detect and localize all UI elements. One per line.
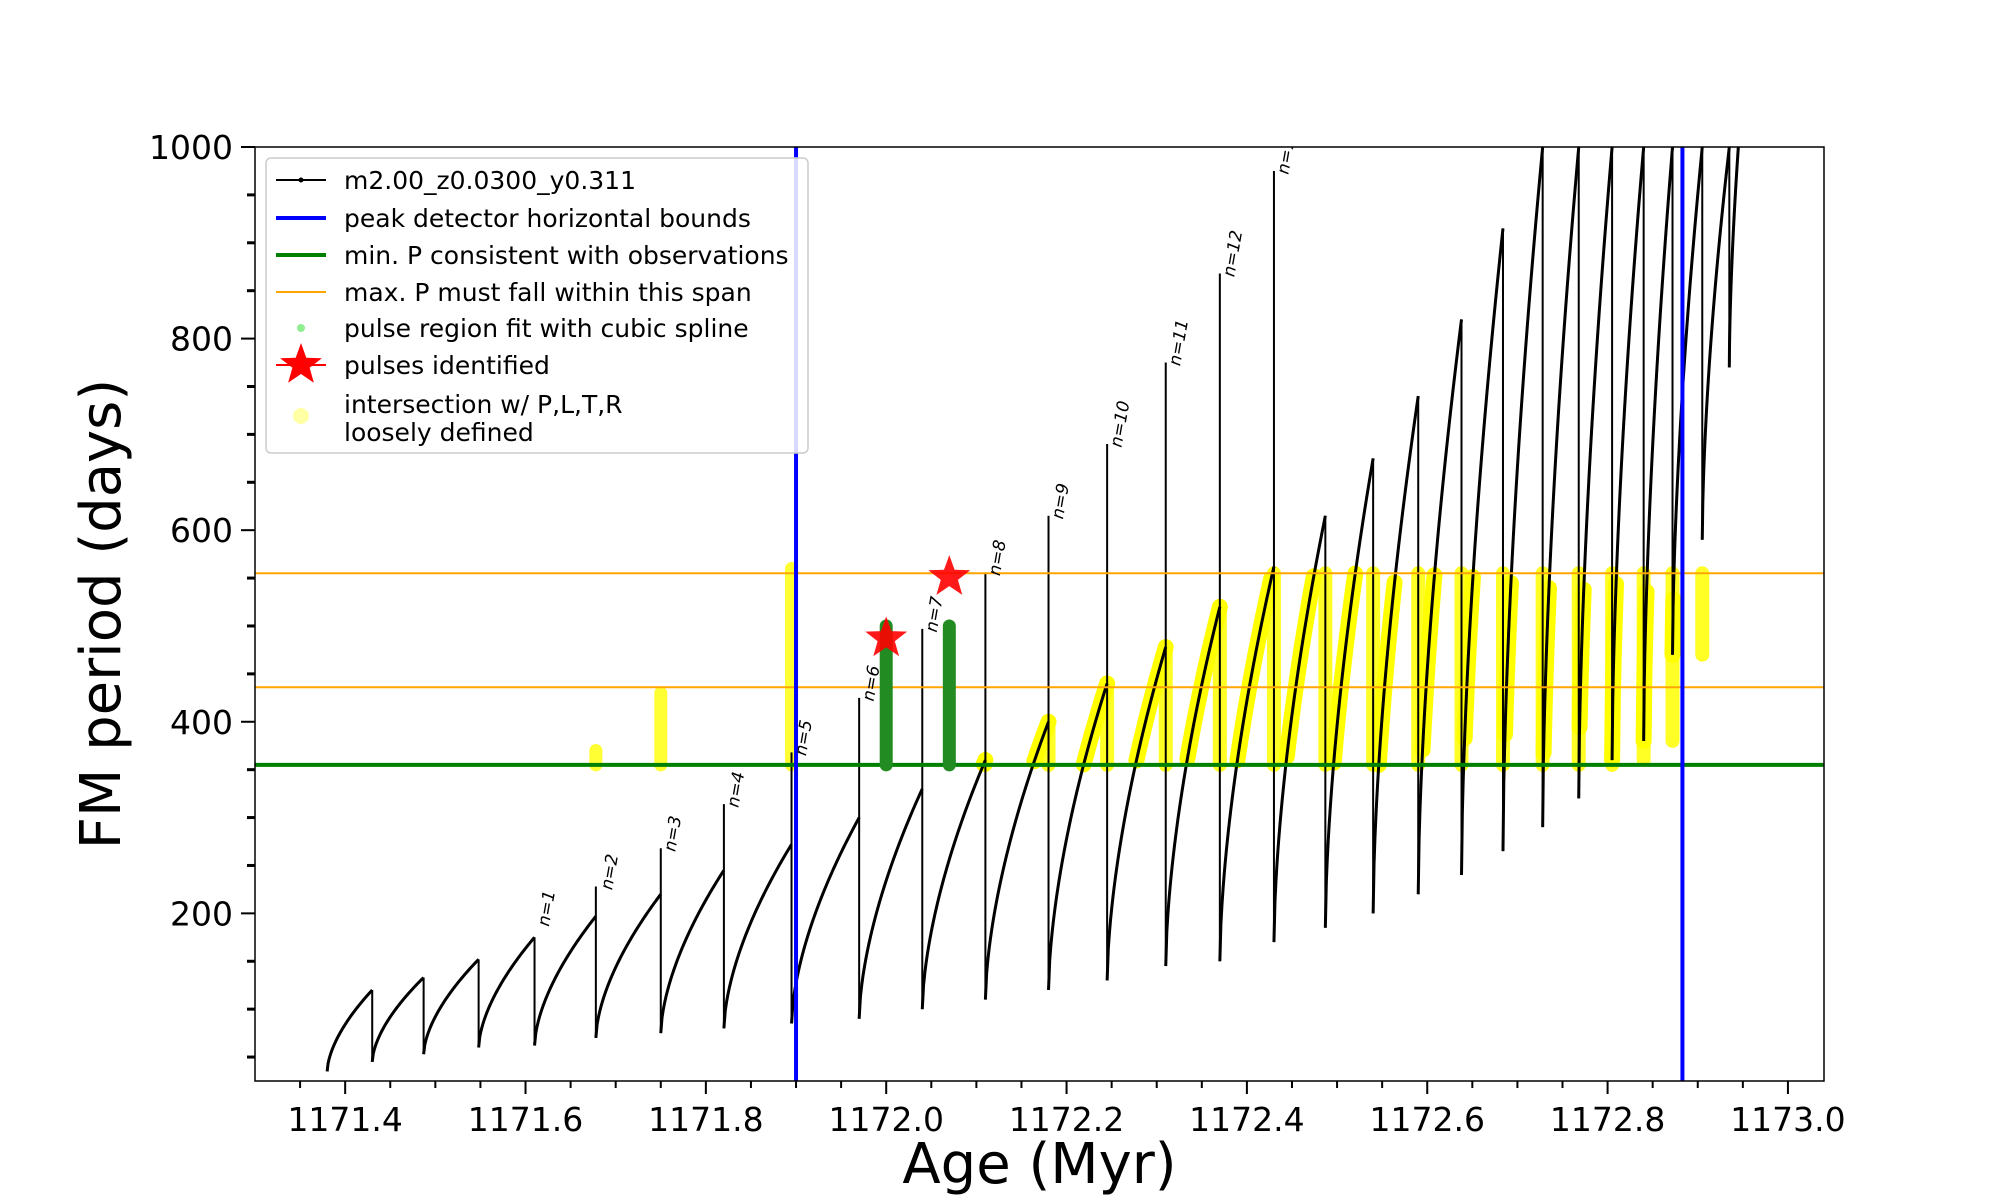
y-tick-label: 400: [170, 703, 233, 742]
pulse-curve-11: [920, 759, 987, 1010]
legend-label: intersection w/ P,L,T,R loosely defined: [344, 390, 623, 447]
y-tick-label: 1000: [149, 128, 233, 167]
pulse-number-label: n=1: [534, 889, 560, 928]
legend-label-line: min. P consistent with observations: [344, 241, 789, 270]
pulses-identified-layer: [865, 555, 971, 657]
pulse-curve-13: [1047, 682, 1109, 991]
pulse-curve-17: [1272, 515, 1327, 943]
pulse-curve-2: [370, 976, 425, 1063]
pulse-curve-7: [659, 869, 726, 1034]
x-tick-label: 1172.0: [828, 1100, 943, 1139]
pulse-number-label: n=9: [1048, 482, 1074, 521]
x-tick-label: 1172.8: [1550, 1100, 1665, 1139]
legend-label-line: pulses identified: [344, 351, 550, 380]
x-tick-label: 1172.4: [1189, 1100, 1304, 1139]
legend-label: peak detector horizontal bounds: [344, 204, 751, 233]
legend-label: pulse region fit with cubic spline: [344, 314, 749, 343]
spline-fit-layer: [879, 619, 956, 772]
pulse-curve-1: [325, 988, 374, 1072]
x-tick-label: 1172.2: [1009, 1100, 1124, 1139]
pulse-curve-24: [1577, 147, 1614, 799]
pulse-curve-29: [1727, 147, 1740, 368]
pulse-curve-3: [422, 958, 480, 1055]
pulse-identified-star: [865, 616, 908, 657]
pulse-identified-star: [928, 555, 971, 595]
legend-box: [265, 157, 809, 454]
pulse-number-label: n=8: [985, 538, 1011, 577]
pulse-curve-19: [1371, 395, 1420, 914]
x-tick-label: 1171.8: [648, 1100, 763, 1139]
pulse-number-label: n=10: [1107, 399, 1135, 448]
legend-label-line: m2.00_z0.0300_y0.311: [344, 166, 636, 195]
y-tick-label: 800: [170, 320, 233, 359]
legend-handle-star: [280, 343, 322, 383]
pulse-curve-28: [1700, 147, 1731, 540]
pulse-number-label: n=2: [597, 853, 623, 892]
y-axis: 200 400 600 800 1000: [149, 128, 255, 1059]
pulse-curve-9: [790, 816, 861, 1024]
y-tick-label: 200: [170, 894, 233, 933]
pulse-curve-16: [1218, 566, 1276, 962]
pulse-curve-20: [1416, 319, 1463, 895]
legend-label-line: peak detector horizontal bounds: [344, 204, 751, 233]
legend-label-line: pulse region fit with cubic spline: [344, 314, 749, 343]
legend-handle-marker: [298, 177, 304, 183]
pulse-curve-15: [1164, 606, 1222, 967]
legend-label-line: max. P must fall within this span: [344, 278, 752, 307]
pulse-curve-26: [1642, 147, 1675, 741]
pulse-curve-27: [1671, 147, 1704, 655]
plot-area: n=1n=2n=3n=4n=5n=6n=7n=8n=9n=10n=11n=12n…: [255, 126, 1824, 1081]
y-axis-title: FM period (days): [69, 379, 134, 849]
legend-handle-intersection: [293, 408, 309, 424]
pulse-curve-25: [1610, 147, 1646, 761]
pulse-curve-6: [594, 893, 662, 1039]
x-tick-label: 1173.0: [1730, 1100, 1845, 1139]
pulse-curve-14: [1105, 646, 1168, 981]
legend-label-line: intersection w/ P,L,T,R: [344, 390, 623, 419]
pulse-curve-10: [857, 788, 924, 1019]
legend-label: min. P consistent with observations: [344, 241, 789, 270]
legend-label: m2.00_z0.0300_y0.311: [344, 166, 636, 195]
x-axis: 1171.4 1171.6 1171.8 1172.0 1172.2 1172.4 1172…: [287, 1081, 1846, 1139]
plot-frame: [254, 146, 1825, 1082]
pulse-number-label: n=3: [660, 814, 686, 853]
legend-label: pulses identified: [344, 351, 550, 380]
pulse-curve-8: [722, 843, 793, 1029]
y-tick-label: 600: [170, 511, 233, 550]
pulse-curve-4: [477, 936, 536, 1048]
pulse-number-label: n=12: [1219, 229, 1247, 278]
pulse-curve-21: [1460, 228, 1505, 876]
pulse-number-label: n=13: [1273, 126, 1301, 175]
x-tick-label: 1171.6: [468, 1100, 583, 1139]
legend-label: max. P must fall within this span: [344, 278, 752, 307]
pulse-number-label: n=4: [723, 770, 749, 809]
horizontal-lines-layer: [255, 572, 1824, 767]
pulse-curve-5: [533, 915, 598, 1046]
pulse-track-layer: [325, 147, 1740, 1072]
x-tick-label: 1171.4: [287, 1100, 402, 1139]
legend-handle-spline: [297, 324, 305, 332]
intersection-highlight-layer: [589, 561, 1710, 773]
x-axis-title: Age (Myr): [902, 1132, 1176, 1197]
pulse-curve-22: [1501, 147, 1545, 852]
pulse-curve-18: [1323, 458, 1375, 928]
pulse-number-label: n=11: [1165, 318, 1193, 367]
pulse-curve-12: [983, 721, 1050, 1000]
pulse-curve-23: [1541, 147, 1581, 828]
x-tick-label: 1172.6: [1370, 1100, 1485, 1139]
legend-label-line: loosely defined: [344, 418, 534, 447]
